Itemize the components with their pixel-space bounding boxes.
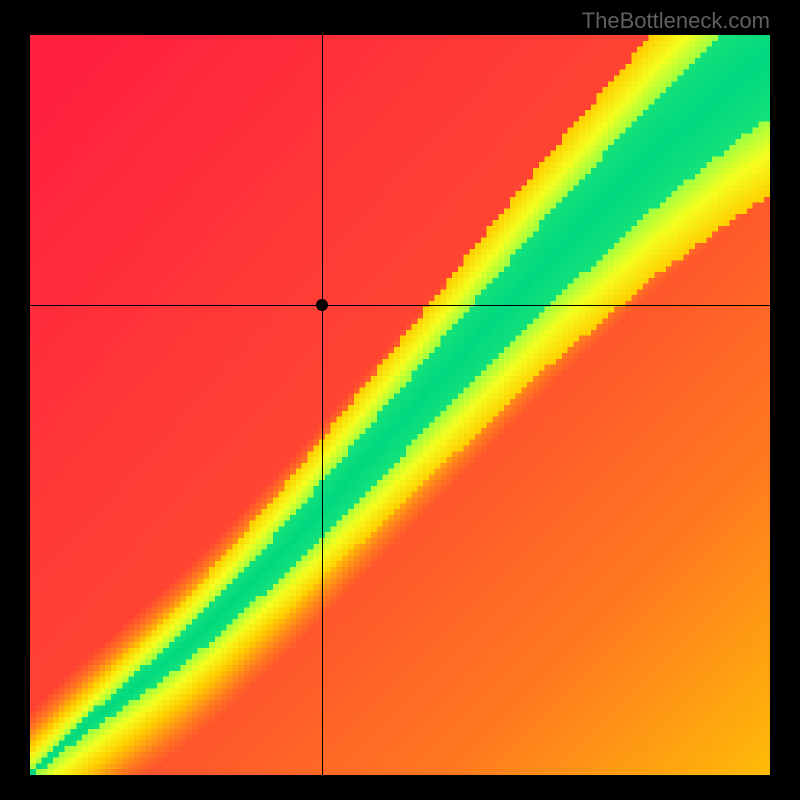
crosshair-vertical (322, 35, 323, 775)
chart-frame (30, 35, 770, 775)
bottleneck-heatmap (30, 35, 770, 775)
watermark-text: TheBottleneck.com (582, 8, 770, 34)
selection-marker (316, 299, 328, 311)
crosshair-horizontal (30, 305, 770, 306)
